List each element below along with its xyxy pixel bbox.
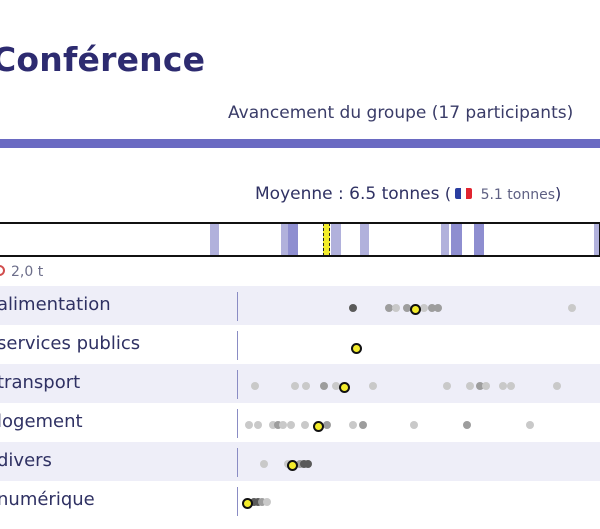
participant-dot xyxy=(260,460,268,468)
category-label: services publics xyxy=(0,333,141,354)
paren-open: ( xyxy=(444,184,452,203)
participant-dot xyxy=(359,421,367,429)
category-label: transport xyxy=(0,372,81,393)
participant-dot xyxy=(403,304,411,312)
participant-dot xyxy=(507,382,515,390)
participant-dot xyxy=(274,421,282,429)
average-summary: Moyenne : 6.5 tonnes ( 5.1 tonnes) xyxy=(255,184,561,204)
my-dot xyxy=(242,498,253,509)
group-distribution-strip xyxy=(0,222,600,257)
category-row-transport: transport xyxy=(0,364,600,403)
row-axis xyxy=(237,292,238,321)
my-position-marker xyxy=(323,224,330,255)
row-axis xyxy=(237,448,238,477)
participant-dot xyxy=(526,421,534,429)
my-dot xyxy=(339,382,350,393)
participant-dot xyxy=(251,382,259,390)
participant-dot xyxy=(245,421,253,429)
strip-mark xyxy=(451,224,462,255)
accent-bar xyxy=(0,139,600,148)
participant-dot xyxy=(332,382,340,390)
strip-mark xyxy=(210,224,219,255)
paren-close: ) xyxy=(555,184,562,203)
participant-dot xyxy=(269,421,277,429)
participant-dot xyxy=(291,382,299,390)
participant-dot xyxy=(385,304,393,312)
participant-dot xyxy=(476,382,484,390)
category-label: logement xyxy=(0,411,83,432)
my-dot xyxy=(351,343,362,354)
strip-mark xyxy=(594,224,599,255)
participant-dot xyxy=(463,421,471,429)
participant-dot xyxy=(263,498,271,506)
participant-dot xyxy=(320,382,328,390)
participant-dot xyxy=(279,421,287,429)
participant-dot xyxy=(466,382,474,390)
france-flag-icon xyxy=(455,188,473,199)
participant-dot xyxy=(301,421,309,429)
category-row-logement: logement xyxy=(0,403,600,442)
strip-mark xyxy=(281,224,288,255)
participant-dot xyxy=(304,460,312,468)
scale-dot-icon xyxy=(0,265,5,276)
strip-mark xyxy=(441,224,449,255)
participant-dot xyxy=(499,382,507,390)
participant-dot xyxy=(254,421,262,429)
participant-dot xyxy=(420,304,428,312)
participant-dot xyxy=(568,304,576,312)
participant-dot xyxy=(553,382,561,390)
row-axis xyxy=(237,370,238,399)
category-label: alimentation xyxy=(0,294,111,315)
row-axis xyxy=(237,331,238,360)
strip-mark xyxy=(474,224,484,255)
participant-dot xyxy=(349,421,357,429)
row-axis xyxy=(237,409,238,438)
participant-dot xyxy=(369,382,377,390)
row-axis xyxy=(237,487,238,516)
strip-mark xyxy=(360,224,369,255)
participant-dot xyxy=(443,382,451,390)
my-dot xyxy=(410,304,421,315)
category-row-services-publics: services publics xyxy=(0,325,600,364)
participant-dot xyxy=(323,421,331,429)
scale-legend: 2,0 t xyxy=(0,264,43,280)
my-dot xyxy=(313,421,324,432)
participant-dot xyxy=(287,421,295,429)
participant-dot xyxy=(258,498,266,506)
france-average-value: 5.1 tonnes xyxy=(480,187,556,203)
participant-dot xyxy=(302,382,310,390)
participant-dot xyxy=(434,304,442,312)
category-row-divers: divers xyxy=(0,442,600,481)
participant-dot xyxy=(482,382,490,390)
category-rows: alimentation services publics transport xyxy=(0,286,600,520)
participant-dot xyxy=(392,304,400,312)
category-label: numérique xyxy=(0,489,95,510)
participant-dot xyxy=(349,304,357,312)
strip-mark xyxy=(331,224,341,255)
category-row-numerique: numérique xyxy=(0,481,600,520)
page-title: Conférence xyxy=(0,40,206,79)
participant-dot xyxy=(410,421,418,429)
group-progress-label: Avancement du groupe (17 participants) xyxy=(228,103,574,123)
participant-dot xyxy=(428,304,436,312)
strip-mark xyxy=(288,224,298,255)
average-label: Moyenne : 6.5 tonnes xyxy=(255,184,440,204)
category-label: divers xyxy=(0,450,52,471)
my-dot xyxy=(287,460,298,471)
category-row-alimentation: alimentation xyxy=(0,286,600,325)
scale-value: 2,0 t xyxy=(11,264,44,280)
